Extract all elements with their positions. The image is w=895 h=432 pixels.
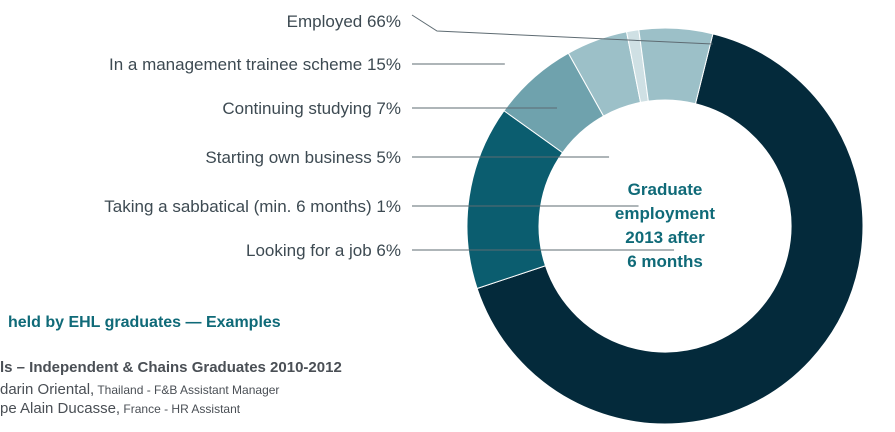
- donut-slices: [466, 27, 864, 425]
- example-employer-1: darin Oriental,: [0, 381, 95, 398]
- center-label-line-4: 6 months: [627, 252, 703, 271]
- slice-label: Taking a sabbatical (min. 6 months) 1%: [104, 197, 401, 216]
- slice-label: Starting own business 5%: [205, 148, 401, 167]
- center-label-line-2: employment: [615, 204, 715, 223]
- example-detail-1: Thailand - F&B Assistant Manager: [94, 383, 280, 397]
- donut-slice: [638, 27, 714, 105]
- example-line-2: pe Alain Ducasse, France - HR Assistant: [0, 400, 240, 418]
- example-detail-2: France - HR Assistant: [120, 402, 241, 416]
- slice-label: Looking for a job 6%: [246, 241, 401, 260]
- slice-labels: Employed 66% In a management trainee sche…: [104, 12, 401, 260]
- center-label-line-3: 2013 after: [625, 228, 705, 247]
- leader-lines: [411, 14, 713, 251]
- example-line-1: darin Oriental, Thailand - F&B Assistant…: [0, 381, 279, 399]
- example-employer-2: pe Alain Ducasse,: [0, 400, 121, 417]
- donut-slice: [476, 33, 864, 425]
- center-label-line-1: Graduate: [628, 180, 703, 199]
- slice-label: Continuing studying 7%: [222, 99, 401, 118]
- examples-heading: held by EHL graduates — Examples: [8, 314, 281, 331]
- slice-label: In a management trainee scheme 15%: [109, 55, 401, 74]
- slice-label: Employed 66%: [287, 12, 401, 31]
- leader-line: [411, 14, 713, 45]
- examples-subheading: ls – Independent & Chains Graduates 2010…: [0, 359, 342, 376]
